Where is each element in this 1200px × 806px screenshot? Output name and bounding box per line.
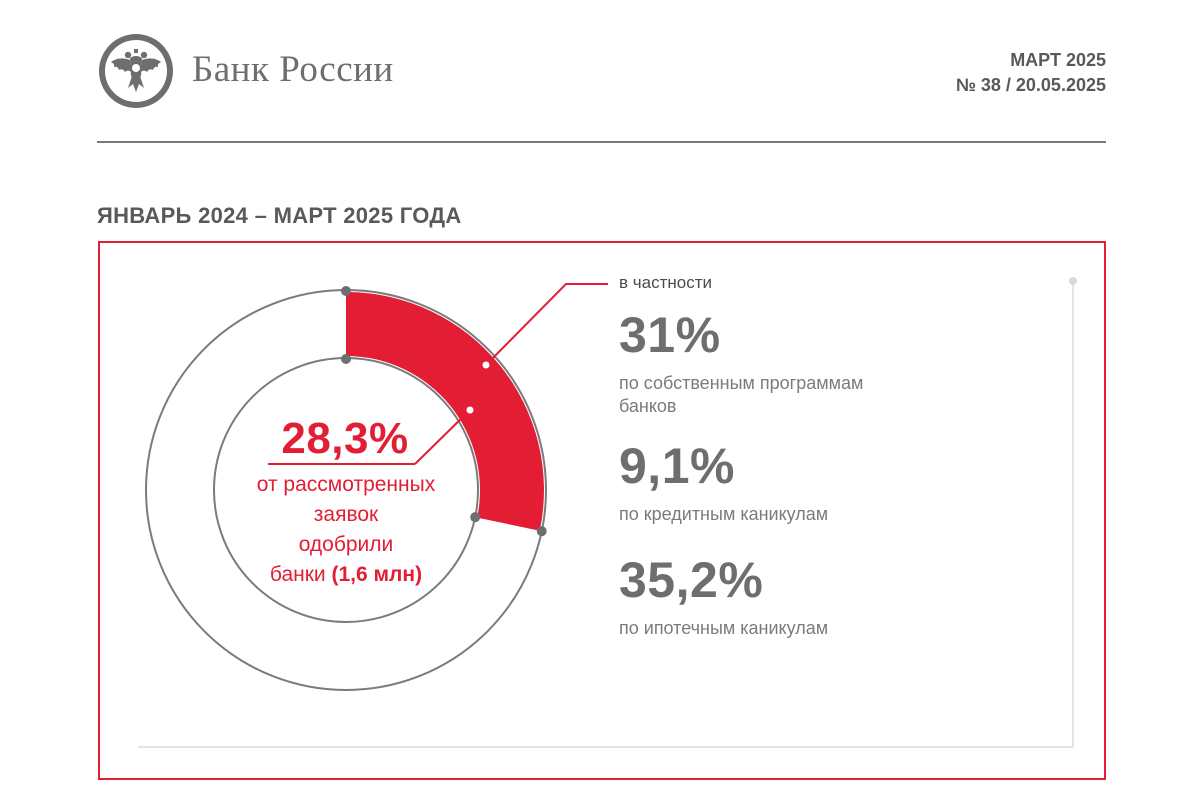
infographic-panel bbox=[98, 241, 1106, 780]
stat-value-mortgage-holidays: 35,2% bbox=[619, 552, 764, 608]
caption-line: одобрили bbox=[298, 533, 394, 556]
inner-ring-end-dot bbox=[470, 512, 481, 523]
header-divider bbox=[97, 141, 1106, 143]
caption-line: по кредитным каникулам bbox=[619, 504, 829, 524]
logo-text: Банк России bbox=[192, 49, 394, 90]
issue-month: МАРТ 2025 bbox=[1010, 50, 1106, 70]
outer-ring-end-dot bbox=[536, 526, 547, 537]
stat-caption-own-programs: по собственным программам банков bbox=[619, 372, 863, 418]
issue-info: МАРТ 2025 № 38 / 20.05.2025 bbox=[956, 48, 1106, 98]
caption-last-bold: (1,6 млн) bbox=[331, 563, 423, 586]
breakdown-leader-dot bbox=[480, 359, 492, 371]
stat-value-credit-holidays: 9,1% bbox=[619, 438, 735, 494]
stat-caption-credit-holidays: по кредитным каникулам bbox=[619, 503, 828, 526]
issue-number: № 38 / 20.05.2025 bbox=[955, 75, 1106, 95]
section-title: ЯНВАРЬ 2024 – МАРТ 2025 ГОДА bbox=[97, 203, 462, 228]
breakdown-label: в частности bbox=[619, 273, 712, 292]
stat-value-own-programs: 31% bbox=[619, 307, 721, 363]
caption-line: по собственным программам bbox=[619, 373, 864, 393]
approved-share-value: 28,3% bbox=[281, 414, 409, 463]
breakdown-leader-line bbox=[485, 283, 608, 366]
outer-ring-top-dot bbox=[341, 286, 351, 296]
stat-caption-mortgage-holidays: по ипотечным каникулам bbox=[619, 617, 828, 640]
right-axis-top-dot bbox=[1069, 277, 1077, 285]
donut-segment-approved bbox=[346, 292, 544, 531]
caption-line: банков bbox=[619, 396, 677, 416]
caption-line: от рассмотренных bbox=[256, 473, 436, 496]
bank-of-russia-emblem-icon bbox=[99, 34, 173, 108]
inner-ring-top-dot bbox=[341, 354, 351, 364]
approved-share-underline bbox=[268, 463, 415, 465]
value-leader-line bbox=[414, 409, 471, 465]
value-leader-dot bbox=[464, 404, 476, 416]
caption-line-last: банки (1,6 млн) bbox=[230, 560, 462, 590]
caption-line: заявок bbox=[313, 503, 379, 526]
approved-share-caption: от рассмотренных заявок одобрили банки (… bbox=[230, 470, 462, 590]
caption-line: по ипотечным каникулам bbox=[619, 618, 829, 638]
caption-last-prefix: банки bbox=[269, 563, 332, 586]
